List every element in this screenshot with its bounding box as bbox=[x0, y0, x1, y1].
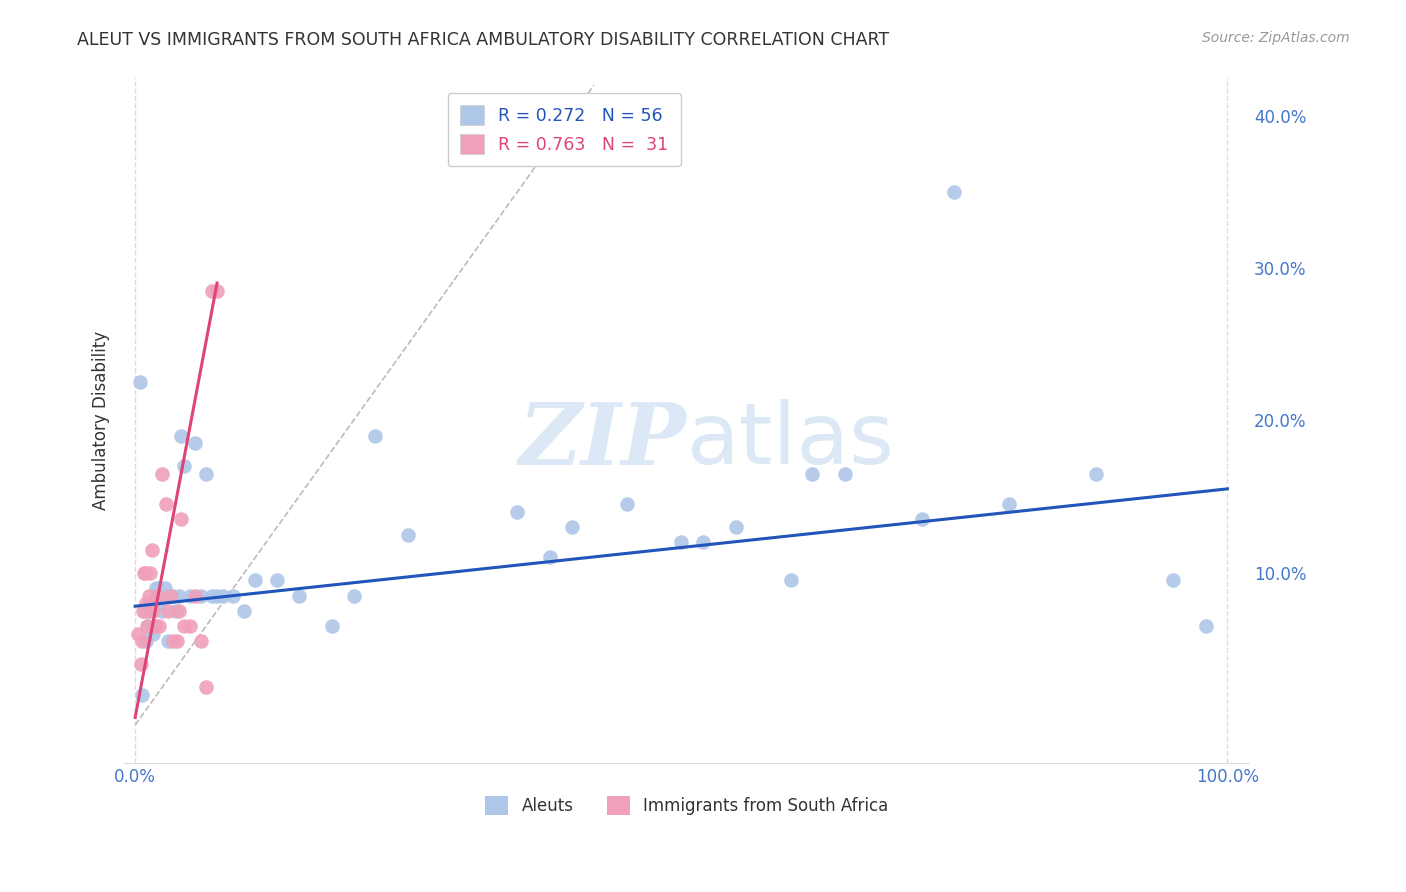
Point bbox=[146, 589, 169, 603]
Point bbox=[205, 284, 228, 298]
Point bbox=[506, 505, 529, 519]
Point bbox=[779, 574, 801, 588]
Point bbox=[173, 619, 195, 633]
Point bbox=[139, 566, 162, 580]
Point bbox=[998, 497, 1021, 511]
Point bbox=[167, 589, 190, 603]
Point bbox=[132, 566, 155, 580]
Text: atlas: atlas bbox=[686, 400, 894, 483]
Point bbox=[156, 604, 179, 618]
Point bbox=[195, 680, 218, 694]
Point bbox=[184, 589, 207, 603]
Point bbox=[153, 581, 176, 595]
Point bbox=[342, 589, 364, 603]
Point bbox=[167, 604, 190, 618]
Point bbox=[128, 375, 150, 389]
Point bbox=[233, 604, 256, 618]
Point bbox=[200, 284, 222, 298]
Point bbox=[136, 619, 159, 633]
Point bbox=[170, 512, 193, 526]
Point bbox=[616, 497, 638, 511]
Point bbox=[266, 574, 288, 588]
Point bbox=[801, 467, 824, 481]
Text: ZIP: ZIP bbox=[519, 399, 686, 483]
Point bbox=[205, 589, 228, 603]
Point bbox=[148, 619, 170, 633]
Point bbox=[143, 619, 166, 633]
Point bbox=[155, 497, 177, 511]
Point bbox=[364, 428, 387, 442]
Point bbox=[321, 619, 343, 633]
Point bbox=[288, 589, 311, 603]
Point bbox=[561, 520, 583, 534]
Point bbox=[156, 589, 179, 603]
Point bbox=[211, 589, 233, 603]
Point bbox=[141, 596, 163, 610]
Point bbox=[146, 589, 169, 603]
Point bbox=[156, 634, 179, 648]
Point bbox=[1085, 467, 1108, 481]
Point bbox=[142, 626, 165, 640]
Point bbox=[145, 581, 167, 595]
Point bbox=[396, 527, 419, 541]
Point bbox=[200, 589, 222, 603]
Point bbox=[138, 589, 160, 603]
Point bbox=[195, 467, 218, 481]
Point bbox=[1161, 574, 1184, 588]
Point bbox=[152, 589, 174, 603]
Point bbox=[152, 467, 174, 481]
Point bbox=[134, 566, 156, 580]
Point bbox=[148, 596, 170, 610]
Point bbox=[132, 604, 155, 618]
Point bbox=[910, 512, 932, 526]
Y-axis label: Ambulatory Disability: Ambulatory Disability bbox=[93, 331, 110, 510]
Point bbox=[131, 634, 153, 648]
Legend: Aleuts, Immigrants from South Africa: Aleuts, Immigrants from South Africa bbox=[477, 788, 897, 823]
Text: Source: ZipAtlas.com: Source: ZipAtlas.com bbox=[1202, 31, 1350, 45]
Point bbox=[179, 589, 201, 603]
Point bbox=[166, 634, 188, 648]
Point bbox=[538, 550, 561, 565]
Point bbox=[173, 458, 195, 473]
Point bbox=[135, 634, 157, 648]
Point bbox=[222, 589, 245, 603]
Point bbox=[170, 428, 193, 442]
Point bbox=[179, 619, 201, 633]
Point bbox=[143, 596, 166, 610]
Point bbox=[159, 589, 181, 603]
Point bbox=[692, 535, 714, 549]
Point bbox=[141, 542, 163, 557]
Text: ALEUT VS IMMIGRANTS FROM SOUTH AFRICA AMBULATORY DISABILITY CORRELATION CHART: ALEUT VS IMMIGRANTS FROM SOUTH AFRICA AM… bbox=[77, 31, 890, 49]
Point bbox=[245, 574, 267, 588]
Point bbox=[671, 535, 693, 549]
Point bbox=[135, 596, 157, 610]
Point bbox=[190, 589, 212, 603]
Point bbox=[943, 185, 966, 199]
Point bbox=[146, 581, 169, 595]
Point bbox=[132, 604, 155, 618]
Point bbox=[834, 467, 856, 481]
Point bbox=[724, 520, 747, 534]
Point bbox=[184, 436, 207, 450]
Point bbox=[138, 604, 160, 618]
Point bbox=[152, 604, 174, 618]
Point bbox=[165, 604, 187, 618]
Point bbox=[162, 634, 184, 648]
Point bbox=[159, 589, 181, 603]
Point bbox=[1194, 619, 1216, 633]
Point bbox=[136, 604, 159, 618]
Point bbox=[142, 604, 165, 618]
Point bbox=[162, 589, 184, 603]
Point bbox=[190, 634, 212, 648]
Point bbox=[131, 688, 153, 702]
Point bbox=[136, 619, 159, 633]
Point bbox=[129, 657, 152, 671]
Point bbox=[127, 626, 149, 640]
